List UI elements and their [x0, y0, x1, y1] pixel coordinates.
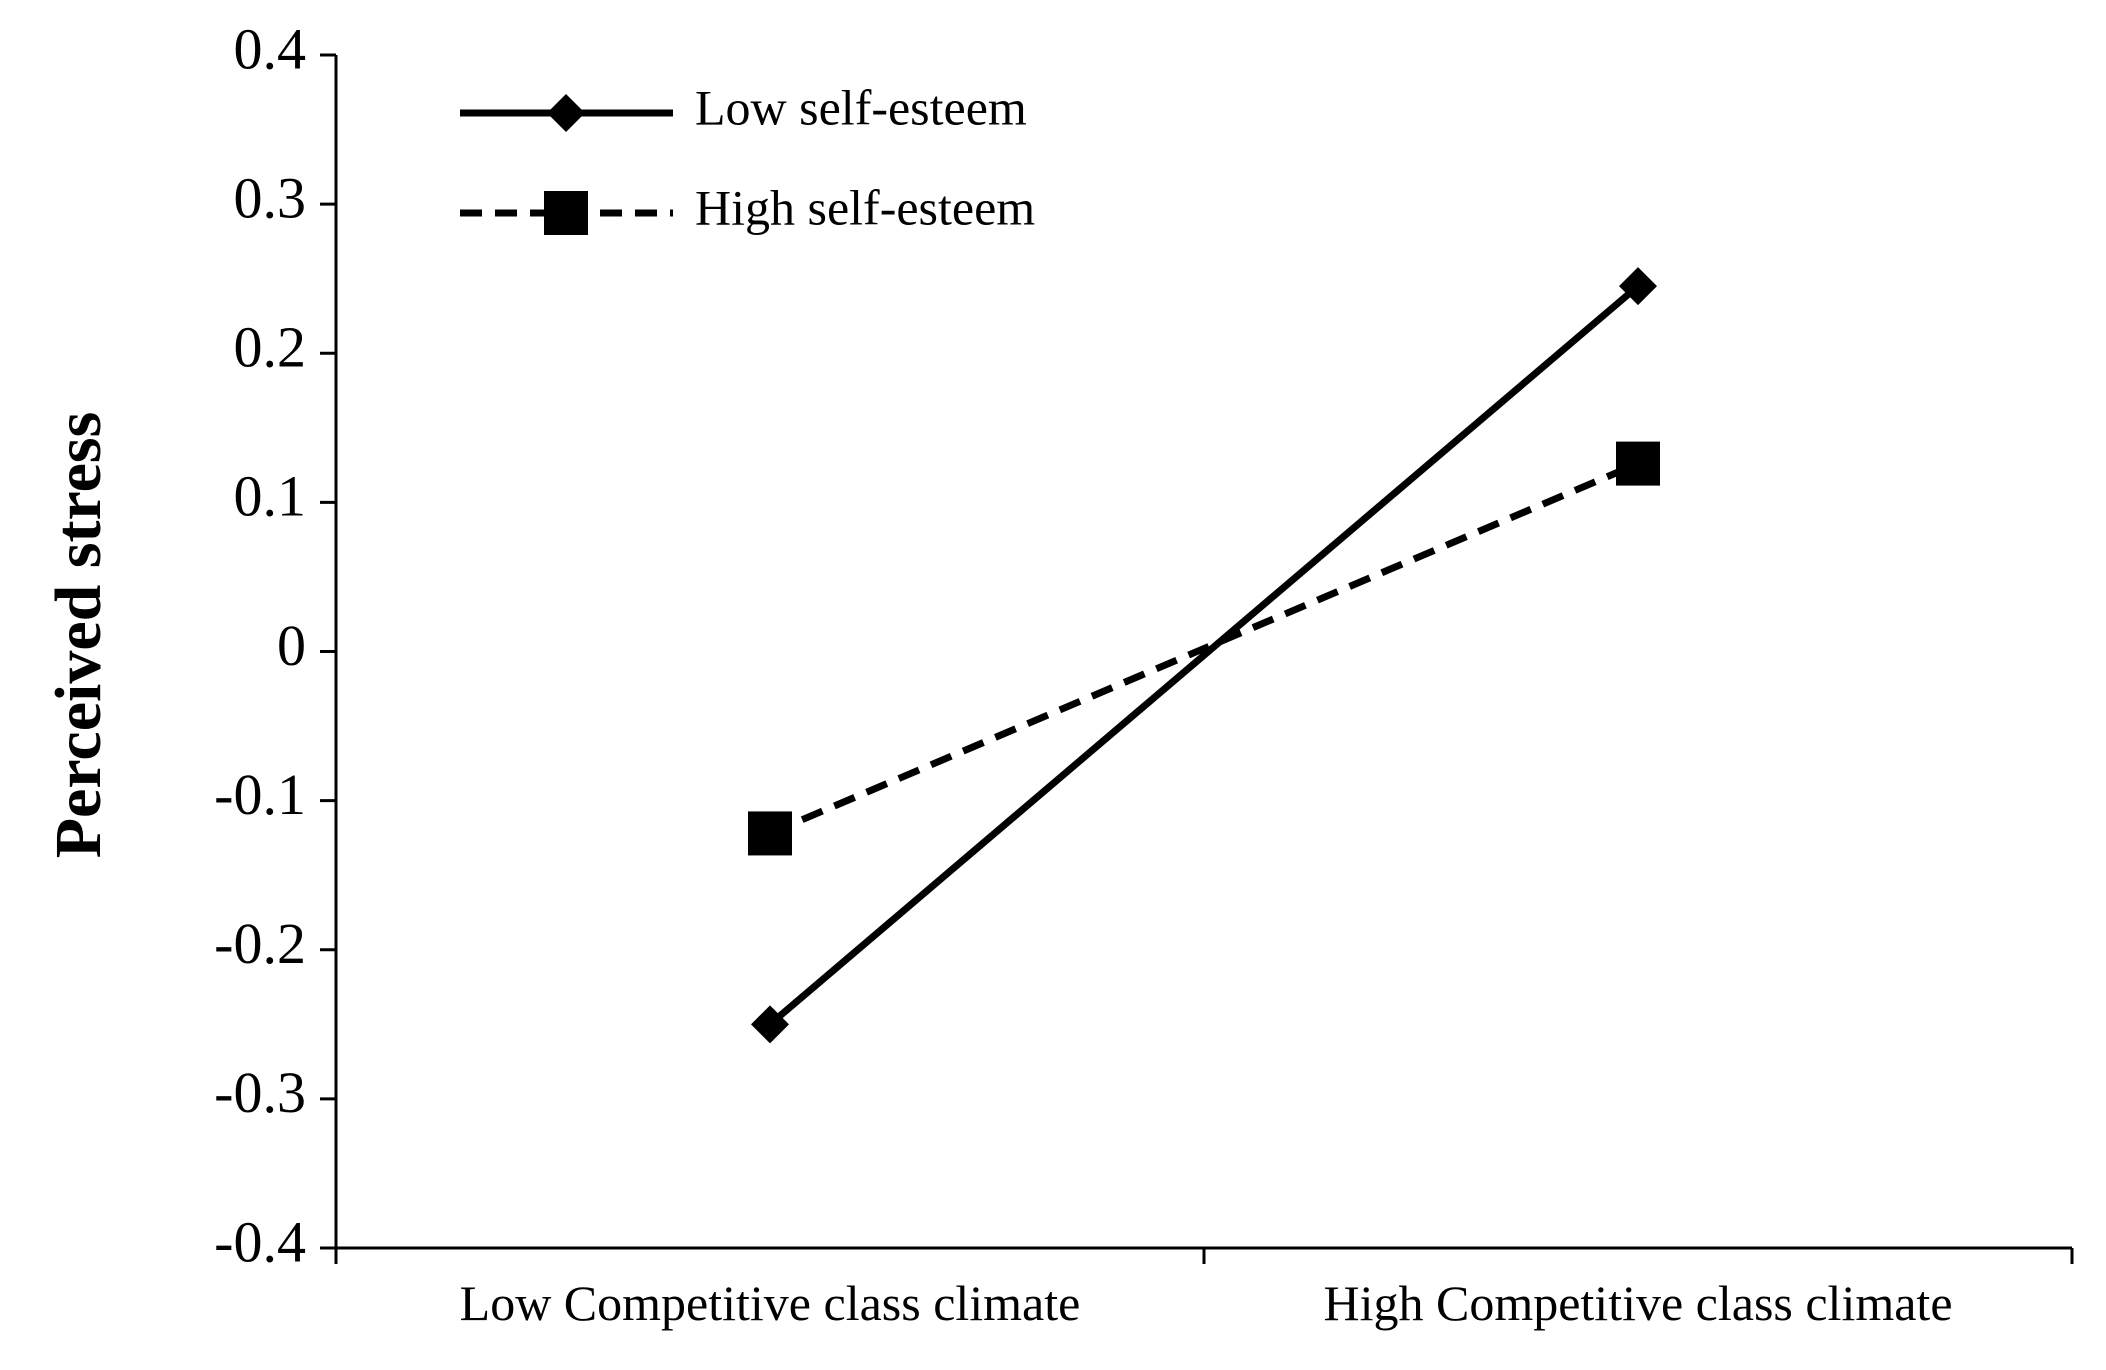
- axes: 0.4 0.3 0.2 0.1 0 -0.1 -0.2 -0.3 -0.4 Low Competi…: [214, 16, 2074, 1331]
- series-layer: [748, 267, 1660, 1044]
- legend-label: High self-esteem: [695, 179, 1035, 235]
- x-category-label: High Competitive class climate: [1323, 1275, 1952, 1331]
- y-tick-label: 0.1: [234, 464, 307, 529]
- y-tick-label: -0.1: [214, 762, 306, 827]
- legend-square-marker: [544, 191, 588, 235]
- legend-diamond-marker: [547, 94, 585, 132]
- diamond-marker: [1619, 267, 1657, 306]
- y-tick-label: 0: [277, 613, 306, 678]
- y-axis-label: Perceived stress: [42, 412, 115, 859]
- legend: Low self-esteem High self-esteem: [460, 79, 1035, 235]
- square-marker: [1616, 441, 1660, 486]
- diamond-marker: [751, 1005, 789, 1044]
- square-marker: [748, 811, 792, 856]
- legend-label: Low self-esteem: [695, 79, 1027, 135]
- y-tick-label: 0.3: [234, 165, 307, 230]
- series-line: [768, 460, 1640, 837]
- y-tick-label: 0.2: [234, 315, 307, 380]
- series-line: [767, 283, 1641, 1027]
- y-tick-label: -0.4: [214, 1209, 306, 1274]
- y-tick-label: -0.2: [214, 911, 306, 976]
- y-tick-label: -0.3: [214, 1060, 306, 1125]
- y-tick-label: 0.4: [234, 16, 307, 81]
- x-category-label: Low Competitive class climate: [460, 1275, 1081, 1331]
